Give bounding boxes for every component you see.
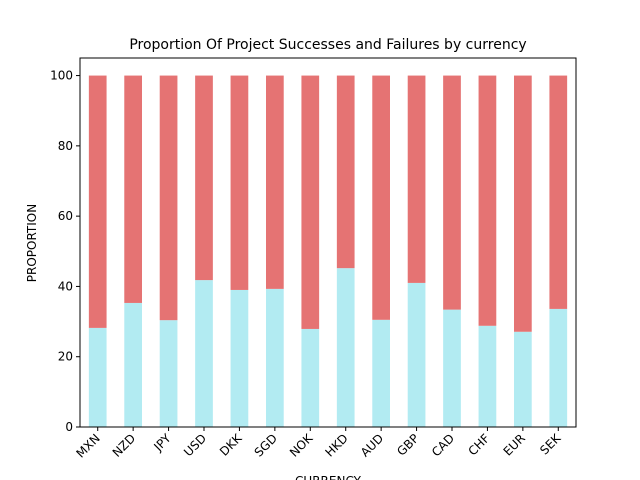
bar bbox=[549, 308, 568, 427]
y-axis-label: PROPORTION bbox=[25, 204, 39, 282]
y-tick-label: 60 bbox=[58, 209, 73, 223]
x-tick-label: HKD bbox=[322, 431, 350, 459]
bar bbox=[478, 75, 497, 326]
y-tick-label: 20 bbox=[58, 350, 73, 364]
bar bbox=[372, 75, 390, 320]
bar bbox=[549, 75, 568, 309]
bar bbox=[124, 75, 142, 303]
y-tick-label: 100 bbox=[50, 69, 73, 83]
y-tick-label: 80 bbox=[58, 139, 73, 153]
x-tick-label: SEK bbox=[537, 430, 564, 457]
x-tick-label: NZD bbox=[110, 431, 139, 460]
x-tick-label: CAD bbox=[429, 431, 457, 459]
bar bbox=[195, 280, 213, 427]
x-tick-label: GBP bbox=[394, 431, 421, 458]
bar bbox=[88, 75, 107, 328]
bar bbox=[266, 288, 284, 427]
bar bbox=[514, 331, 532, 427]
bar bbox=[301, 75, 320, 329]
bar bbox=[336, 268, 355, 427]
x-tick-label: SGD bbox=[252, 431, 280, 459]
bar bbox=[266, 75, 284, 289]
x-tick-label: MXN bbox=[73, 431, 102, 460]
bar bbox=[230, 75, 249, 290]
bar bbox=[443, 309, 461, 427]
bar bbox=[407, 75, 426, 283]
x-tick-label: NOK bbox=[287, 430, 316, 459]
bar bbox=[159, 320, 178, 427]
bar bbox=[514, 75, 532, 332]
bar bbox=[88, 327, 107, 427]
x-tick-label: DKK bbox=[217, 430, 245, 458]
bar bbox=[407, 282, 426, 427]
bar bbox=[372, 319, 390, 427]
bar bbox=[230, 289, 249, 427]
x-tick-label: JPY bbox=[150, 431, 174, 455]
bar bbox=[443, 75, 461, 310]
bar bbox=[159, 75, 178, 321]
bar bbox=[336, 75, 355, 269]
axes-frame bbox=[79, 57, 577, 428]
x-tick-label: AUD bbox=[358, 431, 386, 459]
y-tick-label: 0 bbox=[65, 420, 73, 434]
x-tick-label: CHF bbox=[465, 431, 492, 458]
bar bbox=[124, 302, 142, 427]
x-axis-label: CURRENCY bbox=[295, 474, 362, 480]
bar bbox=[478, 325, 497, 427]
bar bbox=[195, 75, 213, 281]
x-tick-label: EUR bbox=[501, 431, 528, 458]
x-tick-label: USD bbox=[181, 431, 209, 459]
bar bbox=[301, 328, 320, 427]
y-tick-label: 40 bbox=[58, 279, 73, 293]
chart-title: Proportion Of Project Successes and Fail… bbox=[129, 37, 526, 53]
